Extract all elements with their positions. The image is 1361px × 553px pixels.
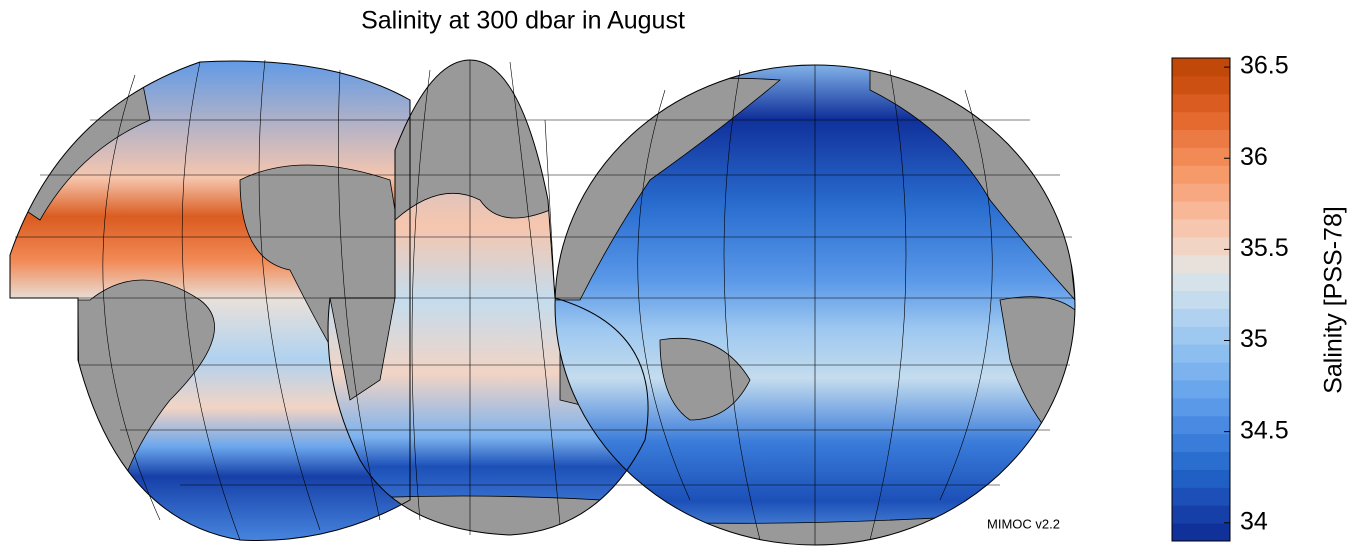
colorbar-band — [1172, 75, 1230, 95]
colorbar-band — [1172, 433, 1230, 453]
map-outline — [554, 64, 1076, 546]
colorbar-band — [1172, 147, 1230, 166]
colorbar-tick-label: 36.5 — [1240, 52, 1289, 80]
colorbar-tick-label: 35 — [1240, 325, 1268, 353]
colorbar-label: Salinity [PSS-78] — [1320, 206, 1348, 394]
map-outline — [9, 59, 649, 541]
colorbar-band — [1172, 219, 1230, 238]
colorbar-band — [1172, 523, 1230, 542]
colorbar-band — [1172, 380, 1230, 399]
colorbar-tick-label: 34.5 — [1240, 416, 1289, 444]
colorbar-band — [1172, 397, 1230, 417]
colorbar-tick-label: 36 — [1240, 143, 1268, 171]
colorbar-band — [1172, 272, 1230, 292]
colorbar-band — [1172, 505, 1230, 524]
colorbar-band — [1172, 451, 1230, 470]
colorbar-band — [1172, 344, 1230, 363]
credit: MIMOC v2.2 — [987, 516, 1060, 531]
colorbar-band — [1172, 58, 1230, 77]
colorbar-tick-label: 35.5 — [1240, 234, 1289, 262]
colorbar-band — [1172, 308, 1230, 327]
colorbar-band — [1172, 93, 1230, 113]
colorbar-band — [1172, 362, 1230, 381]
colorbar-tick-label: 34 — [1240, 507, 1268, 535]
colorbar-band — [1172, 201, 1230, 220]
colorbar-band — [1172, 326, 1230, 345]
colorbar-band — [1172, 236, 1230, 256]
colorbar-band — [1172, 254, 1230, 274]
colorbar-frame — [1171, 57, 1231, 542]
colorbar-band — [1172, 487, 1230, 506]
colorbar-band — [1172, 415, 1230, 435]
map-title: Salinity at 300 dbar in August — [361, 7, 685, 35]
colorbar-band — [1172, 469, 1230, 488]
colorbar-band — [1172, 165, 1230, 184]
colorbar-band — [1172, 129, 1230, 148]
colorbar-band — [1172, 290, 1230, 309]
colorbar-band — [1172, 183, 1230, 202]
colorbar-band — [1172, 111, 1230, 131]
